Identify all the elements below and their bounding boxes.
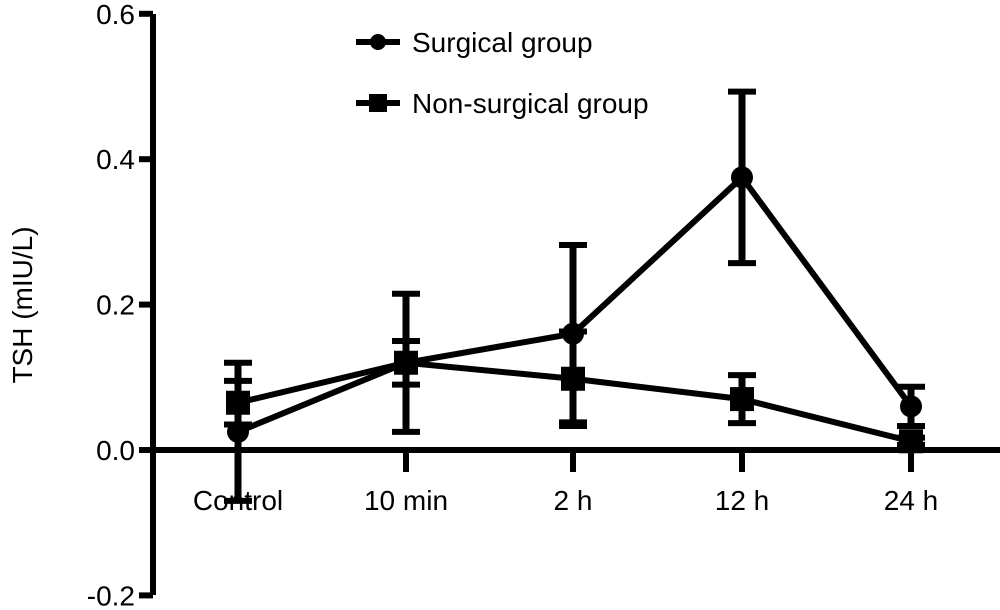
legend-label: Surgical group [412, 27, 593, 58]
legend: Surgical group Non-surgical group [356, 27, 649, 119]
y-ticks: 0.6 0.4 0.2 0.0 -0.2 [87, 0, 153, 610]
data-point [900, 395, 922, 418]
y-tick-label: 0.0 [96, 435, 135, 466]
y-tick-label: 0.2 [96, 290, 135, 321]
x-tick-label: 10 min [364, 485, 448, 516]
series-layer [224, 88, 925, 504]
x-tick-label: 24 h [884, 485, 939, 516]
y-tick-label: -0.2 [87, 580, 135, 610]
legend-marker [370, 34, 386, 50]
y-axis-label: TSH (mIU/L) [7, 226, 38, 383]
data-point [561, 366, 585, 391]
data-point [394, 350, 418, 375]
legend-label: Non-surgical group [412, 88, 649, 119]
data-point [730, 387, 754, 412]
series-surgical [224, 88, 925, 504]
legend-marker [369, 94, 387, 112]
legend-item-non-surgical: Non-surgical group [356, 88, 649, 119]
y-tick-label: 0.6 [96, 0, 135, 30]
data-point [899, 429, 923, 454]
data-point [226, 390, 250, 415]
data-point [731, 166, 753, 189]
x-tick-label: 2 h [554, 485, 593, 516]
y-tick-label: 0.4 [96, 144, 135, 175]
series-non-surgical [224, 328, 925, 454]
legend-item-surgical: Surgical group [356, 27, 593, 58]
x-tick-label: 12 h [715, 485, 770, 516]
